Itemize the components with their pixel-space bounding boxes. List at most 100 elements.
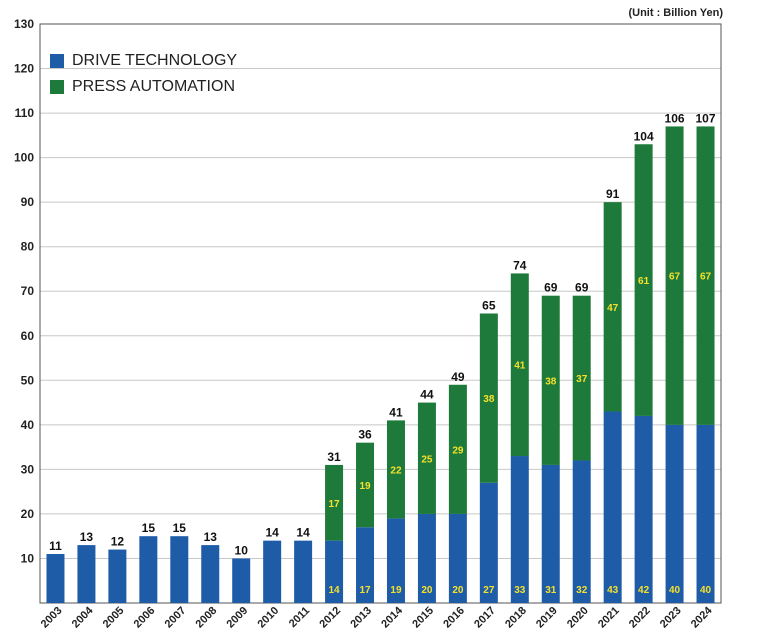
- bar-drive-technology: [325, 540, 344, 603]
- total-value-label: 69: [544, 281, 558, 295]
- bar-press-automation: [479, 313, 498, 483]
- segment-value-label: 14: [329, 585, 341, 596]
- total-value-label: 44: [420, 388, 434, 402]
- segment-value-label: 17: [359, 585, 371, 596]
- total-value-label: 13: [204, 530, 218, 544]
- bar-drive-technology: [356, 527, 375, 603]
- x-tick-label: 2022: [627, 605, 653, 631]
- total-value-label: 10: [235, 543, 249, 557]
- segment-value-label: 40: [669, 585, 681, 596]
- segment-value-label: 42: [638, 585, 650, 596]
- total-value-label: 106: [665, 111, 685, 125]
- y-tick-label: 30: [21, 462, 35, 476]
- bar-drive-technology: [634, 415, 653, 603]
- x-tick-label: 2017: [472, 605, 498, 631]
- total-value-label: 91: [606, 187, 620, 201]
- total-value-label: 14: [265, 526, 279, 540]
- y-tick-label: 100: [14, 151, 34, 165]
- bar-press-automation: [603, 202, 622, 412]
- bar-press-automation: [541, 295, 560, 465]
- bar-press-automation: [696, 126, 715, 425]
- bar-press-automation: [417, 402, 436, 514]
- total-value-label: 31: [327, 450, 341, 464]
- x-tick-label: 2010: [255, 605, 281, 631]
- y-tick-label: 50: [21, 373, 35, 387]
- bar-drive-technology: [510, 456, 529, 603]
- x-tick-label: 2003: [39, 605, 65, 631]
- total-value-label: 107: [696, 111, 716, 125]
- bar-drive-technology: [201, 545, 220, 603]
- segment-value-label: 61: [638, 276, 650, 287]
- segment-value-label: 32: [576, 585, 588, 596]
- bar-drive-technology: [696, 424, 715, 603]
- x-tick-label: 2019: [534, 605, 560, 631]
- x-tick-label: 2013: [348, 605, 374, 631]
- y-tick-label: 40: [21, 418, 35, 432]
- x-tick-label: 2024: [689, 604, 715, 630]
- bar-press-automation: [386, 420, 405, 519]
- bar-drive-technology: [232, 558, 251, 603]
- segment-value-label: 67: [669, 272, 681, 283]
- bar-drive-technology: [386, 518, 405, 603]
- total-value-label: 12: [111, 535, 125, 549]
- y-tick-label: 10: [21, 551, 35, 565]
- segment-value-label: 20: [452, 585, 464, 596]
- bar-drive-technology: [541, 464, 560, 603]
- total-value-label: 36: [358, 428, 372, 442]
- x-tick-label: 2006: [132, 605, 158, 631]
- total-value-label: 13: [80, 530, 94, 544]
- segment-value-label: 41: [514, 361, 526, 372]
- segment-value-label: 19: [390, 585, 402, 596]
- total-value-label: 104: [634, 129, 654, 143]
- y-tick-label: 130: [14, 17, 34, 31]
- total-value-label: 69: [575, 281, 589, 295]
- segment-value-label: 20: [421, 585, 433, 596]
- y-tick-label: 60: [21, 329, 35, 343]
- y-tick-label: 80: [21, 240, 35, 254]
- segment-value-label: 33: [514, 585, 526, 596]
- x-tick-label: 2011: [287, 605, 312, 630]
- bar-drive-technology: [46, 554, 65, 603]
- x-tick-label: 2005: [101, 605, 127, 631]
- unit-note: (Unit : Billion Yen): [628, 7, 723, 19]
- bar-press-automation: [665, 126, 684, 425]
- segment-value-label: 43: [607, 585, 619, 596]
- x-tick-label: 2023: [658, 605, 684, 631]
- segment-value-label: 38: [545, 376, 557, 387]
- bar-drive-technology: [108, 549, 127, 603]
- x-tick-label: 2018: [503, 605, 529, 631]
- total-value-label: 14: [296, 526, 310, 540]
- x-tick-label: 2020: [565, 605, 591, 631]
- x-tick-label: 2004: [70, 604, 96, 630]
- bar-press-automation: [448, 384, 467, 514]
- segment-value-label: 27: [483, 585, 495, 596]
- segment-value-label: 38: [483, 394, 495, 405]
- bar-drive-technology: [417, 513, 436, 603]
- bar-drive-technology: [263, 540, 282, 603]
- bar-drive-technology: [170, 536, 189, 603]
- segment-value-label: 29: [452, 445, 464, 456]
- y-tick-label: 20: [21, 507, 35, 521]
- bar-drive-technology: [448, 513, 467, 603]
- y-tick-label: 120: [14, 62, 34, 76]
- legend-swatch-drive-technology: [50, 54, 64, 68]
- segment-value-label: 17: [329, 499, 341, 510]
- bar-drive-technology: [139, 536, 158, 603]
- x-tick-label: 2016: [441, 605, 467, 631]
- x-tick-label: 2015: [410, 605, 436, 631]
- total-value-label: 65: [482, 299, 496, 313]
- y-tick-label: 70: [21, 284, 35, 298]
- bar-drive-technology: [572, 460, 591, 603]
- segment-value-label: 31: [545, 585, 557, 596]
- segment-value-label: 19: [359, 481, 371, 492]
- bar-press-automation: [510, 273, 529, 457]
- total-value-label: 74: [513, 258, 527, 272]
- total-value-label: 15: [142, 521, 156, 535]
- segment-value-label: 37: [576, 374, 588, 385]
- legend: DRIVE TECHNOLOGY PRESS AUTOMATION: [50, 48, 237, 100]
- segment-value-label: 40: [700, 585, 712, 596]
- legend-label-press-automation: PRESS AUTOMATION: [72, 78, 235, 95]
- bar-drive-technology: [294, 540, 313, 603]
- legend-item-press-automation: PRESS AUTOMATION: [50, 74, 237, 100]
